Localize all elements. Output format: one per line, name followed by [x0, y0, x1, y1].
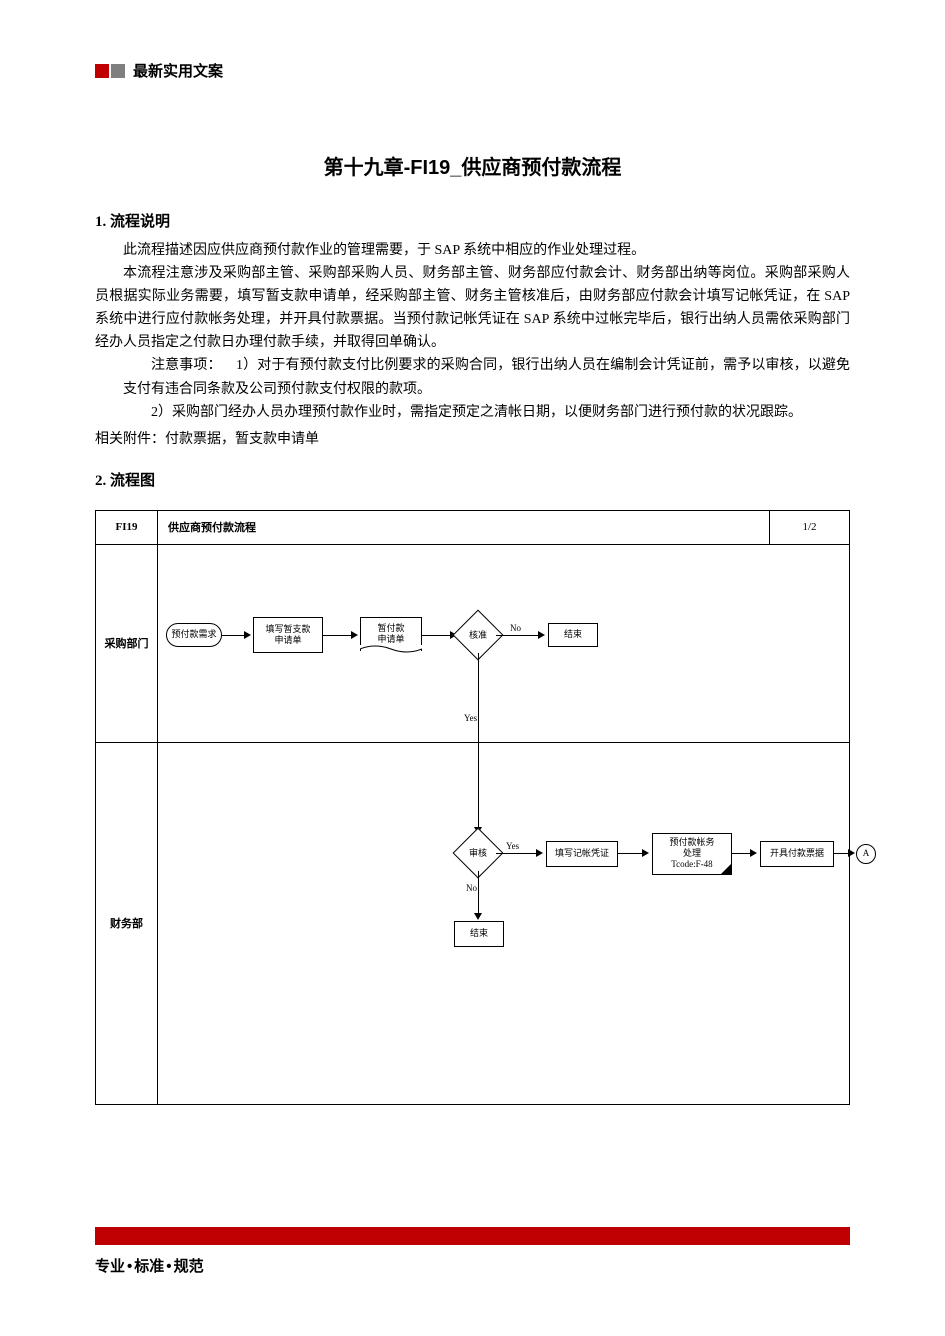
node-issue-payment-doc-label: 开具付款票据 [770, 848, 824, 859]
section-1-note1: 注意事项： 1）对于有预付款支付比例要求的采购合同，银行出纳人员在编制会计凭证前… [123, 354, 850, 400]
node-sap-process: 预付款帐务 处理 Tcode:F-48 [652, 833, 732, 875]
node-start-label: 预付款需求 [171, 629, 216, 640]
footer-sep-1: • [127, 1258, 132, 1275]
flowchart-name: 供应商预付款流程 [158, 511, 769, 544]
swimlane-purchasing: 采购部门 预付款需求 填写暂支款 申请单 暂付款 申请单 [96, 545, 849, 743]
footer-word-2: 标准 [134, 1258, 164, 1275]
node-start: 预付款需求 [166, 623, 222, 647]
swimlane-finance: 财务部 审核 No 结束 Yes [96, 743, 849, 1104]
node-fill-request-label: 填写暂支款 申请单 [265, 624, 310, 647]
footer-word-3: 规范 [174, 1258, 204, 1275]
flowchart-code: FI19 [96, 511, 158, 544]
lane-label-purchasing: 采购部门 [96, 545, 158, 742]
node-approve-label: 核准 [460, 617, 496, 653]
flowchart-page: 1/2 [769, 511, 849, 544]
notes-label: 注意事项： [151, 358, 222, 373]
node-review-label: 审核 [460, 835, 496, 871]
node-end-1-label: 结束 [564, 629, 582, 640]
section-1-heading: 1. 流程说明 [95, 210, 850, 231]
brand-square-grey [111, 64, 125, 78]
node-fill-request: 填写暂支款 申请单 [253, 617, 323, 653]
brand-square-red [95, 64, 109, 78]
flowchart-title-row: FI19 供应商预付款流程 1/2 [96, 511, 849, 545]
footer-bar [95, 1227, 850, 1245]
node-review-decision: 审核 [460, 835, 496, 871]
section-1-p2: 本流程注意涉及采购部主管、采购部采购人员、财务部主管、财务部应付款会计、财务部出… [95, 262, 850, 354]
footer-text: 专业•标准•规范 [95, 1255, 850, 1276]
footer-sep-2: • [166, 1258, 171, 1275]
brand-text: 最新实用文案 [133, 60, 223, 81]
node-end-1: 结束 [548, 623, 598, 647]
node-request-doc: 暂付款 申请单 [360, 617, 422, 651]
attachments-line: 相关附件：付款票据，暂支款申请单 [95, 428, 850, 451]
document-title: 第十九章-FI19_供应商预付款流程 [95, 151, 850, 180]
flowchart: FI19 供应商预付款流程 1/2 采购部门 预付款需求 填写暂支款 申请单 [95, 510, 850, 1105]
node-fill-voucher: 填写记帐凭证 [546, 841, 618, 867]
node-approve-decision: 核准 [460, 617, 496, 653]
node-end-2: 结束 [454, 921, 504, 947]
page-footer: 专业•标准•规范 [95, 1227, 850, 1276]
node-end-2-label: 结束 [470, 928, 488, 939]
node-connector-a: A [856, 844, 876, 864]
node-request-doc-label: 暂付款 申请单 [377, 623, 404, 646]
edge-no-1: No [510, 623, 521, 633]
footer-word-1: 专业 [95, 1258, 125, 1275]
node-issue-payment-doc: 开具付款票据 [760, 841, 834, 867]
node-fill-voucher-label: 填写记帐凭证 [555, 848, 609, 859]
node-connector-a-label: A [863, 848, 870, 859]
node-sap-process-label: 预付款帐务 处理 Tcode:F-48 [669, 837, 714, 871]
system-marker-icon [720, 863, 732, 875]
section-2-heading: 2. 流程图 [95, 469, 850, 490]
lane-label-finance: 财务部 [96, 743, 158, 1104]
edge-no-2: No [466, 883, 477, 893]
edge-yes-2: Yes [506, 841, 519, 851]
section-1-p1: 此流程描述因应供应商预付款作业的管理需要，于 SAP 系统中相应的作业处理过程。 [95, 239, 850, 262]
note1-text: 1）对于有预付款支付比例要求的采购合同，银行出纳人员在编制会计凭证前，需予以审核… [123, 358, 850, 396]
edge-yes-1: Yes [464, 713, 477, 723]
section-1-note2: 2）采购部门经办人员办理预付款作业时，需指定预定之清帐日期，以便财务部门进行预付… [123, 401, 850, 424]
page-header: 最新实用文案 [95, 60, 850, 81]
